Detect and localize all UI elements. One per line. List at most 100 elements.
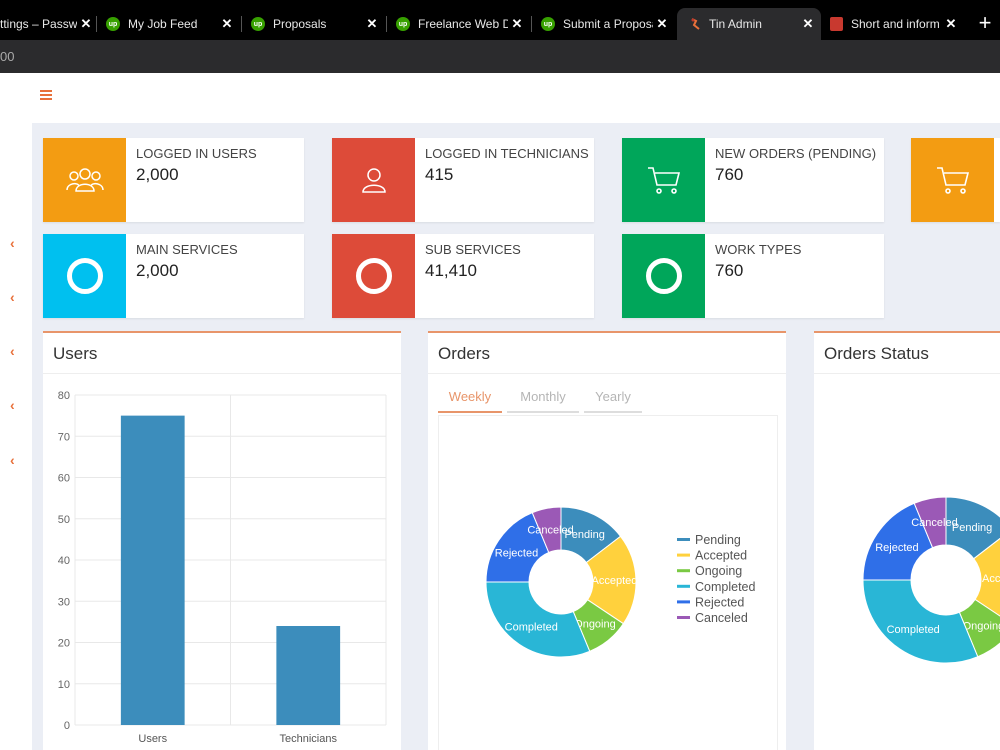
slice-label: Rejected [875, 542, 918, 554]
stat-label: NEW ORDERS (PENDING) [715, 146, 877, 161]
stat-icon-box [43, 234, 126, 318]
doc-icon [830, 17, 843, 31]
slice-label: Completed [505, 621, 558, 633]
stat-label: LOGGED IN USERS [136, 146, 257, 161]
users-bar-chart: 0 10 20 30 40 50 60 70 80 Users Technicians [58, 390, 387, 745]
legend-swatch [677, 538, 690, 541]
stat-icon-box [332, 234, 415, 318]
browser-tab-bar: ttings – Passwo ✕ up My Job Feed ✕ up Pr… [0, 0, 1000, 40]
sidebar: ‹ ‹ ‹ ‹ ‹ [0, 123, 32, 750]
orders-panel: Orders Weekly Monthly Yearly Pending Acce… [428, 331, 786, 750]
pie-slice [973, 537, 1000, 617]
stat-value: 41,410 [425, 261, 477, 280]
browser-tab[interactable]: up Freelance Web De ✕ [396, 8, 526, 40]
stat-icon-box [622, 234, 705, 318]
stat-logged-in-users[interactable]: LOGGED IN USERS 2,000 [43, 138, 304, 222]
close-icon[interactable]: ✕ [221, 16, 233, 31]
tab-separator [96, 16, 97, 32]
close-icon[interactable]: ✕ [656, 16, 668, 31]
chevron-left-icon[interactable]: ‹ [10, 397, 15, 413]
pie-slice [485, 581, 591, 658]
y-tick-label: 80 [58, 390, 70, 402]
stat-label: SUB SERVICES [425, 242, 521, 257]
stat-icon-box [911, 138, 994, 222]
tab-title: Proposals [273, 17, 327, 31]
close-icon[interactable]: ✕ [802, 16, 814, 31]
pie-slice [531, 506, 562, 554]
browser-tab[interactable]: Short and inform ✕ [830, 8, 960, 40]
tab-yearly[interactable]: Yearly [584, 381, 642, 413]
stat-label: MAIN SERVICES [136, 242, 238, 257]
slice-label: Canceled [911, 517, 957, 529]
legend-label: Rejected [695, 595, 744, 609]
stat-value: 760 [715, 165, 744, 184]
stat-work-types[interactable]: WORK TYPES 760 [622, 234, 884, 318]
tab-separator [241, 16, 242, 32]
browser-tab[interactable]: ttings – Passwo ✕ [0, 8, 95, 40]
browser-tab[interactable]: up My Job Feed ✕ [106, 8, 236, 40]
slice-label: Pending [564, 529, 604, 541]
chevron-left-icon[interactable]: ‹ [10, 235, 15, 251]
tab-title: ttings – Passwo [0, 17, 77, 31]
browser-tab-active[interactable]: Tin Admin ✕ [677, 8, 821, 40]
close-icon[interactable]: ✕ [366, 16, 378, 31]
tab-monthly[interactable]: Monthly [507, 381, 579, 413]
new-tab-button[interactable]: + [978, 10, 992, 35]
legend-label: Pending [695, 533, 741, 547]
y-tick-label: 70 [58, 431, 70, 443]
panel-title: Users [53, 344, 98, 363]
slice-label: Ongoing [574, 618, 616, 630]
upwork-icon: up [106, 17, 120, 31]
upwork-icon: up [251, 17, 265, 31]
orders-status-donut-chart: Pending Accepted Ongoing Completed Rejected C… [862, 496, 1000, 664]
tab-title: Tin Admin [709, 17, 762, 31]
slice-label: Ongoing [963, 621, 1000, 633]
slice-label: Canceled [527, 525, 573, 537]
chevron-left-icon[interactable]: ‹ [10, 289, 15, 305]
stat-new-orders[interactable]: NEW ORDERS (PENDING) 760 [622, 138, 884, 222]
browser-tab[interactable]: up Submit a Proposa ✕ [541, 8, 671, 40]
stat-logged-in-technicians[interactable]: LOGGED IN TECHNICIANS 415 [332, 138, 594, 222]
bar [276, 626, 341, 725]
y-tick-label: 60 [58, 473, 70, 485]
legend-label: Ongoing [695, 564, 742, 578]
stat-icon-box [43, 138, 126, 222]
browser-tab[interactable]: up Proposals ✕ [251, 8, 381, 40]
stat-main-services[interactable]: MAIN SERVICES 2,000 [43, 234, 304, 318]
ring-icon [66, 258, 103, 294]
pie-slice [945, 496, 1000, 560]
users-panel: Users 0 10 20 30 40 50 60 70 80 Users Technicians [43, 331, 401, 750]
stat-label: LOGGED IN TECHNICIANS [425, 146, 589, 161]
tab-title: Short and inform [851, 17, 940, 31]
chevron-left-icon[interactable]: ‹ [10, 452, 15, 468]
upwork-icon: up [396, 17, 410, 31]
stat-box-partial[interactable] [911, 138, 1000, 222]
y-tick-label: 10 [58, 679, 70, 691]
close-icon[interactable]: ✕ [80, 16, 92, 31]
x-tick-label: Users [138, 733, 167, 745]
y-tick-label: 40 [58, 555, 70, 567]
stat-icon-box [332, 138, 415, 222]
close-icon[interactable]: ✕ [945, 16, 957, 31]
tab-title: Submit a Proposa [563, 17, 653, 31]
stat-value: 2,000 [136, 165, 179, 184]
stat-value: 415 [425, 165, 454, 184]
divider [814, 373, 1000, 374]
pie-slice [913, 496, 947, 549]
close-icon[interactable]: ✕ [511, 16, 523, 31]
y-tick-label: 50 [58, 514, 70, 526]
cart-icon [936, 167, 969, 194]
slice-label: Accepted [592, 575, 638, 587]
tab-title: Freelance Web De [418, 17, 508, 31]
address-bar[interactable]: 00 [0, 40, 1000, 73]
menu-icon[interactable] [40, 90, 52, 102]
orders-chart-box: Pending Accepted Ongoing Completed Rejected C… [438, 415, 778, 750]
stat-value: 760 [715, 261, 744, 280]
stat-value: 2,000 [136, 261, 179, 280]
slice-label: Completed [887, 624, 940, 636]
tab-separator [386, 16, 387, 32]
tab-weekly[interactable]: Weekly [438, 381, 502, 413]
stat-sub-services[interactable]: SUB SERVICES 41,410 [332, 234, 594, 318]
chevron-left-icon[interactable]: ‹ [10, 343, 15, 359]
legend-swatch [677, 616, 690, 619]
